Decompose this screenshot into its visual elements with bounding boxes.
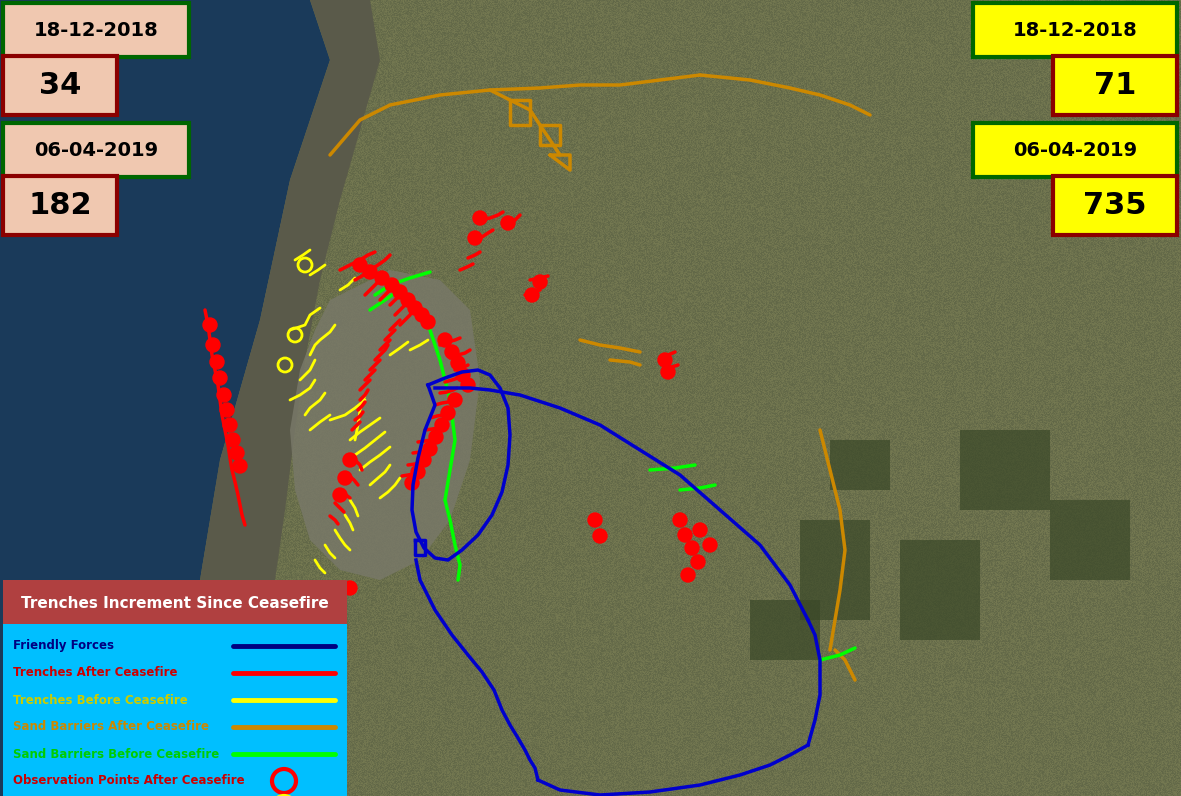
Text: 18-12-2018: 18-12-2018 <box>33 21 158 40</box>
Text: 182: 182 <box>28 192 92 220</box>
Polygon shape <box>800 520 870 620</box>
Circle shape <box>205 338 220 352</box>
FancyBboxPatch shape <box>1053 56 1177 115</box>
Text: Observation Points After Ceasefire: Observation Points After Ceasefire <box>13 775 244 787</box>
Text: Trenches After Ceasefire: Trenches After Ceasefire <box>13 666 177 680</box>
Text: 06-04-2019: 06-04-2019 <box>34 141 158 159</box>
Circle shape <box>411 465 425 479</box>
Text: 34: 34 <box>39 72 81 100</box>
Circle shape <box>230 446 244 460</box>
Circle shape <box>501 216 515 230</box>
Circle shape <box>451 356 465 370</box>
Circle shape <box>353 258 367 272</box>
Circle shape <box>441 406 455 420</box>
Circle shape <box>342 581 357 595</box>
Polygon shape <box>291 270 479 580</box>
Circle shape <box>533 275 547 289</box>
Circle shape <box>338 471 352 485</box>
Circle shape <box>405 476 419 490</box>
Circle shape <box>233 459 247 473</box>
Circle shape <box>385 278 399 292</box>
Polygon shape <box>900 540 980 640</box>
FancyBboxPatch shape <box>4 580 347 626</box>
FancyBboxPatch shape <box>4 3 189 57</box>
FancyBboxPatch shape <box>4 624 347 796</box>
Text: 06-04-2019: 06-04-2019 <box>1013 141 1137 159</box>
Circle shape <box>203 318 217 332</box>
Circle shape <box>435 418 449 432</box>
Circle shape <box>213 371 227 385</box>
FancyBboxPatch shape <box>4 123 189 177</box>
Circle shape <box>226 433 240 447</box>
Text: 18-12-2018: 18-12-2018 <box>1012 21 1137 40</box>
Circle shape <box>673 513 687 527</box>
Circle shape <box>210 355 224 369</box>
Circle shape <box>693 523 707 537</box>
FancyBboxPatch shape <box>973 3 1177 57</box>
Circle shape <box>685 541 699 555</box>
Circle shape <box>474 211 487 225</box>
Circle shape <box>461 378 475 392</box>
Circle shape <box>393 285 407 299</box>
Text: 735: 735 <box>1083 192 1147 220</box>
Circle shape <box>456 368 470 382</box>
FancyBboxPatch shape <box>4 56 117 115</box>
Circle shape <box>438 333 452 347</box>
Circle shape <box>420 315 435 329</box>
Circle shape <box>681 568 694 582</box>
Text: 71: 71 <box>1094 72 1136 100</box>
Circle shape <box>376 271 389 285</box>
Polygon shape <box>0 0 329 796</box>
Circle shape <box>417 453 431 467</box>
Circle shape <box>402 293 415 307</box>
Circle shape <box>661 365 676 379</box>
Text: Friendly Forces: Friendly Forces <box>13 639 115 653</box>
Polygon shape <box>185 0 380 796</box>
Circle shape <box>217 388 231 402</box>
Text: Trenches Before Ceasefire: Trenches Before Ceasefire <box>13 693 188 707</box>
Circle shape <box>429 430 443 444</box>
FancyBboxPatch shape <box>1053 176 1177 235</box>
Circle shape <box>445 345 459 359</box>
Circle shape <box>363 265 377 279</box>
Circle shape <box>342 453 357 467</box>
Circle shape <box>526 288 539 302</box>
Circle shape <box>658 353 672 367</box>
FancyBboxPatch shape <box>4 176 117 235</box>
Circle shape <box>593 529 607 543</box>
Polygon shape <box>960 430 1050 510</box>
Text: Trenches Increment Since Ceasefire: Trenches Increment Since Ceasefire <box>21 595 328 611</box>
FancyBboxPatch shape <box>973 123 1177 177</box>
Circle shape <box>220 403 234 417</box>
Circle shape <box>678 528 692 542</box>
Circle shape <box>691 555 705 569</box>
Polygon shape <box>1050 500 1130 580</box>
Circle shape <box>415 308 429 322</box>
Circle shape <box>703 538 717 552</box>
Circle shape <box>423 442 437 456</box>
Circle shape <box>448 393 462 407</box>
Text: Sand Barriers Before Ceasefire: Sand Barriers Before Ceasefire <box>13 747 220 760</box>
Text: Sand Barriers After Ceasefire: Sand Barriers After Ceasefire <box>13 720 209 733</box>
Circle shape <box>588 513 602 527</box>
Polygon shape <box>750 600 820 660</box>
Polygon shape <box>830 440 890 490</box>
Circle shape <box>223 418 237 432</box>
Circle shape <box>333 488 347 502</box>
Circle shape <box>407 301 422 315</box>
Circle shape <box>468 231 482 245</box>
